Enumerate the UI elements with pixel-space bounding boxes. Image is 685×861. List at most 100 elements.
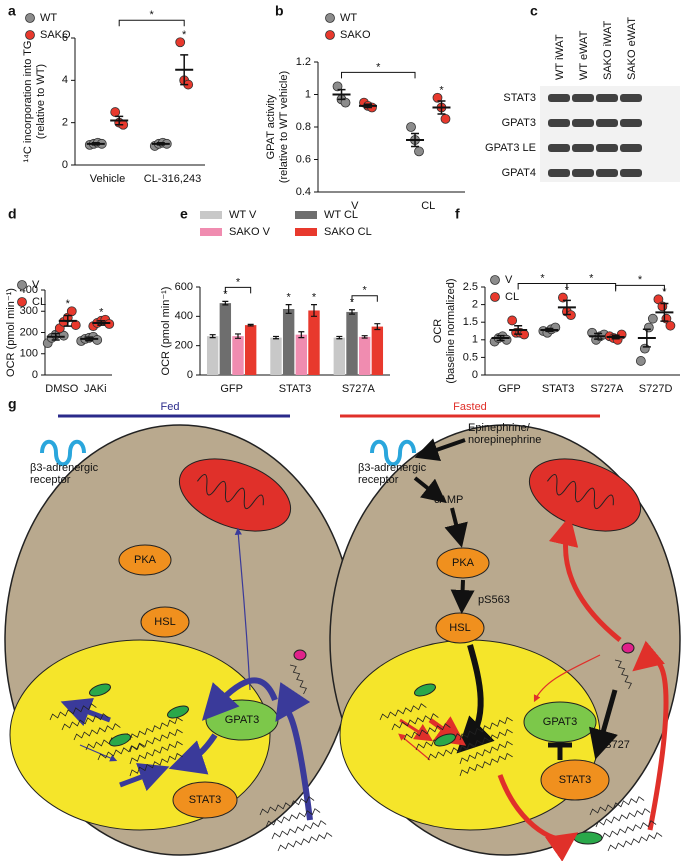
protein	[109, 733, 131, 747]
legend-swatch	[295, 211, 317, 219]
significance-label: *	[223, 288, 228, 300]
x-tick-label: STAT3	[279, 383, 312, 395]
legend-label: SAKO CL	[324, 226, 372, 238]
gpat3	[523, 701, 597, 743]
significance-bracket	[341, 71, 416, 79]
lipid	[289, 664, 307, 695]
arrow	[168, 733, 218, 775]
receptor	[40, 439, 86, 467]
significance-label: *	[150, 9, 155, 21]
y-tick-label: 1.5	[463, 316, 478, 328]
arrow	[413, 476, 447, 503]
arrow	[497, 774, 579, 861]
point	[58, 330, 69, 341]
legend-label: CL	[32, 296, 46, 308]
significance-label: *	[376, 61, 381, 73]
y-tick-label: 1.2	[296, 56, 311, 68]
significance-label: *	[565, 284, 570, 296]
y-tick-label: 300	[20, 305, 38, 317]
legend-label: CL	[505, 291, 519, 303]
bar	[358, 336, 371, 375]
y-tick-label: 0	[32, 369, 38, 381]
bar	[244, 325, 257, 375]
legend-swatch	[200, 211, 222, 219]
stat3-label: STAT3	[559, 774, 592, 786]
lipid	[427, 743, 475, 761]
arrow	[632, 640, 669, 831]
legend-swatch	[295, 228, 317, 236]
y-tick-label: 200	[175, 340, 193, 352]
x-tick-label: CL	[421, 200, 435, 212]
stat3	[172, 781, 238, 819]
y-tick-label: 400	[175, 310, 193, 322]
legend-marker	[325, 30, 335, 40]
point	[70, 320, 81, 330]
y-tick-label: 0.4	[296, 186, 311, 198]
arrow	[414, 438, 466, 462]
point	[406, 122, 416, 132]
lipid	[391, 713, 439, 731]
y-axis-label: OCR (pmol min⁻¹)	[160, 287, 172, 376]
legend-marker	[17, 297, 27, 307]
x-tick-label: S727A	[342, 383, 376, 395]
error-bar	[660, 302, 669, 322]
legend-label: SAKO	[40, 29, 71, 41]
phosphate	[293, 649, 307, 661]
panel-label: c	[530, 3, 538, 19]
lipid	[129, 740, 183, 765]
hsl-label: HSL	[154, 616, 175, 628]
y-tick-label: 1	[305, 88, 311, 100]
stat3-label: STAT3	[189, 794, 222, 806]
lipid	[129, 752, 183, 777]
legend-label: WT	[340, 12, 357, 24]
lane-label: SAKO eWAT	[626, 17, 638, 80]
significance-bracket	[118, 19, 185, 27]
point	[175, 37, 186, 48]
error-bar	[562, 299, 571, 316]
arrow	[60, 697, 111, 727]
significance-bracket	[351, 295, 378, 302]
significance-label: *	[236, 276, 241, 288]
band	[548, 144, 570, 152]
lipid	[277, 832, 333, 852]
arrow	[234, 527, 251, 691]
pka	[118, 544, 172, 576]
panel-label: e	[180, 206, 188, 222]
lipid	[595, 808, 651, 828]
error-bar	[209, 334, 216, 339]
significance-label: *	[638, 274, 643, 286]
band	[548, 94, 570, 102]
lane-label: WT eWAT	[578, 30, 590, 80]
error-bar	[235, 333, 241, 339]
error-bar	[594, 332, 603, 340]
legend-label: SAKO	[340, 29, 371, 41]
error-bar	[91, 142, 100, 146]
error-bar	[437, 100, 446, 115]
bar	[219, 303, 232, 375]
protein	[167, 705, 189, 719]
fed-title: Fed	[161, 401, 180, 413]
band	[620, 119, 642, 127]
point	[635, 356, 646, 366]
receptor	[370, 439, 416, 467]
band	[620, 144, 642, 152]
legend-label: SAKO V	[229, 226, 271, 238]
arrow	[589, 689, 618, 760]
significance-label: *	[589, 272, 594, 284]
point	[92, 335, 103, 345]
band	[620, 94, 642, 102]
pka-label: PKA	[134, 554, 157, 566]
panel-label: a	[8, 3, 16, 19]
panel-label: g	[8, 396, 17, 412]
error-bar	[311, 304, 317, 317]
legend-marker	[490, 292, 500, 302]
row-label: GPAT3	[502, 117, 536, 129]
hsl	[140, 606, 190, 638]
hsl-label: HSL	[449, 622, 470, 634]
lipid	[589, 796, 645, 816]
error-bar	[85, 336, 94, 342]
arrow	[79, 744, 118, 762]
phospho-label: pS563	[478, 594, 510, 606]
lipid	[459, 752, 513, 777]
